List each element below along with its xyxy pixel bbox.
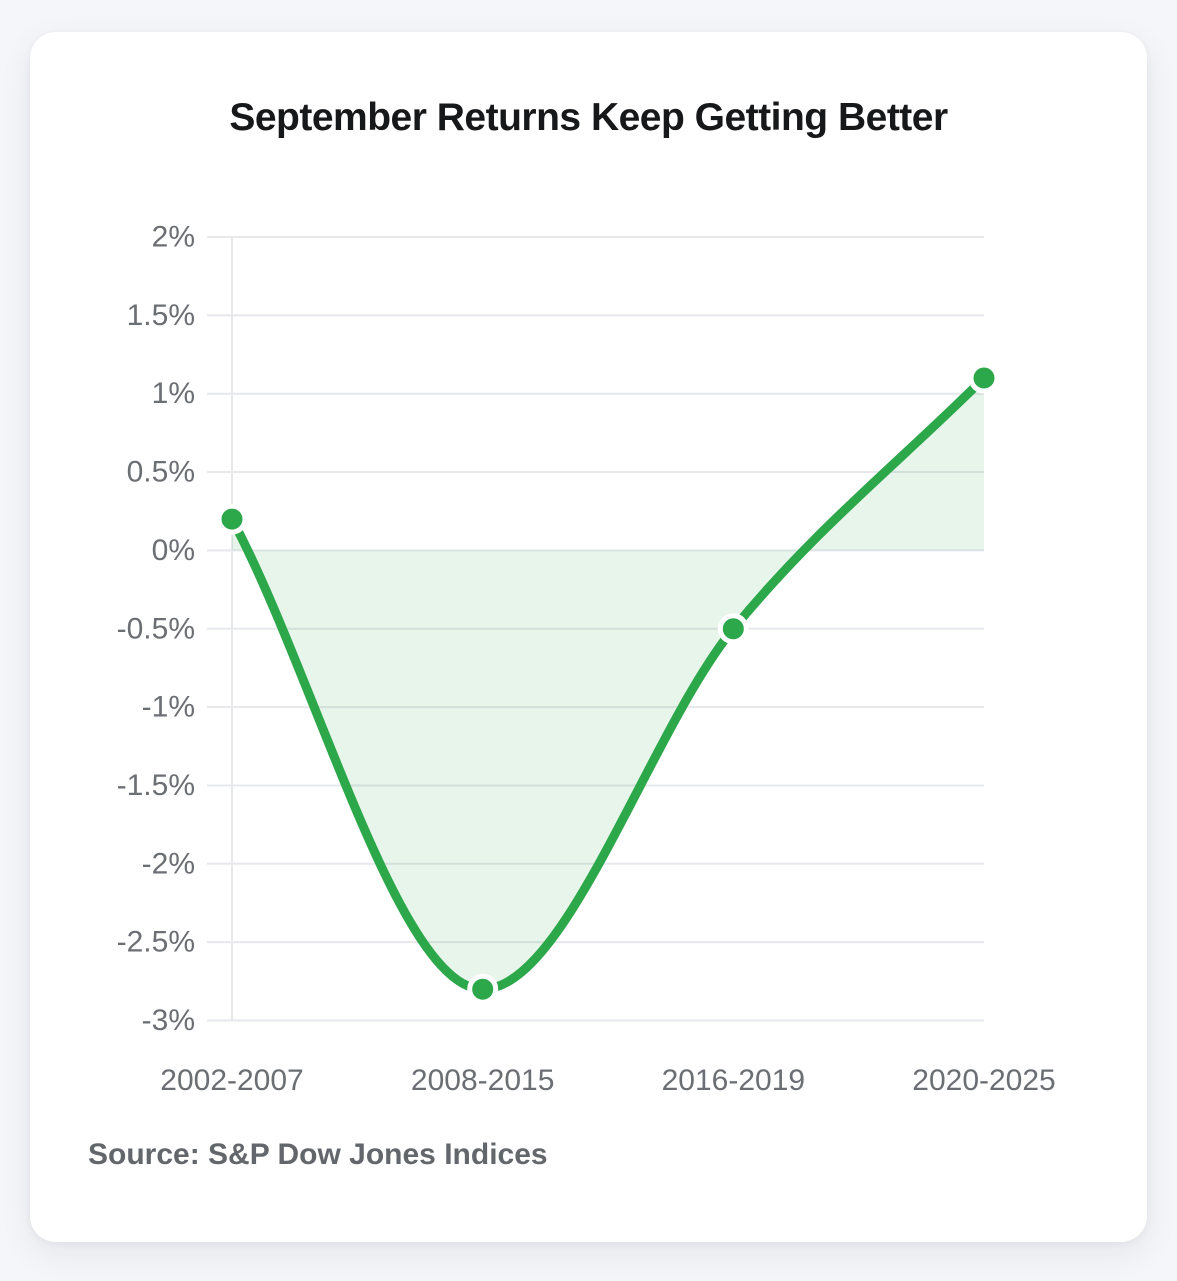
data-point-marker [467, 973, 499, 1005]
y-tick-label: 1% [152, 377, 195, 410]
line-path [227, 373, 989, 994]
y-tick-label: -1% [142, 691, 195, 724]
september-returns-area-chart: 2% 1.5% 1% 0.5% 0% -0.5% -1% -1.5% -2% -2.5% -3% 20… [117, 221, 1056, 1098]
y-tick-label: -2.5% [117, 926, 195, 959]
y-tick-label: -3% [142, 1004, 195, 1037]
data-point-marker [717, 613, 749, 645]
data-point-marker [216, 503, 248, 535]
y-tick-label: -1.5% [117, 769, 195, 802]
y-tick-label: 0.5% [127, 456, 195, 489]
source-attribution: Source: S&P Dow Jones Indices [88, 1138, 548, 1171]
y-tick-label: -2% [142, 847, 195, 880]
y-tick-label: -0.5% [117, 612, 195, 645]
y-tick-label: 1.5% [127, 299, 195, 332]
area-fill [232, 378, 984, 990]
chart-card: September Returns Keep Getting Better 2%… [30, 32, 1147, 1242]
y-tick-label: 2% [152, 221, 195, 254]
x-tick-label: 2020-2025 [912, 1064, 1055, 1097]
x-tick-label: 2016-2019 [662, 1064, 805, 1097]
x-tick-label: 2002-2007 [160, 1064, 303, 1097]
data-point-marker [968, 362, 1000, 394]
x-tick-label: 2008-2015 [411, 1064, 554, 1097]
page-background: September Returns Keep Getting Better 2%… [0, 32, 1177, 1242]
chart-title: September Returns Keep Getting Better [229, 96, 948, 139]
y-tick-label: 0% [152, 534, 195, 567]
